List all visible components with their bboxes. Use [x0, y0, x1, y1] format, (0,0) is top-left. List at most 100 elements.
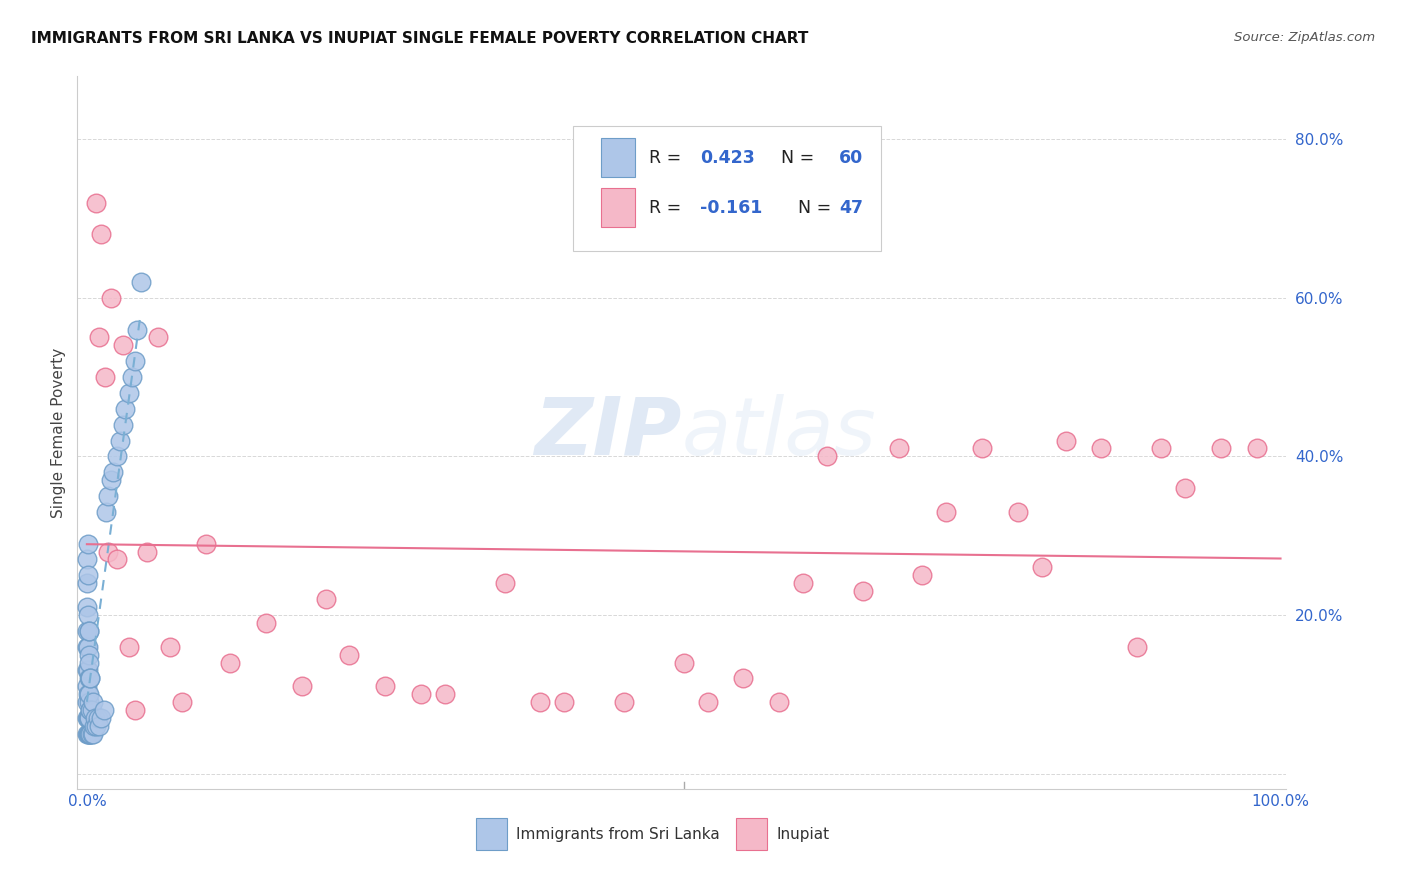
Point [87, 330, 110, 344]
Point [696, 695, 718, 709]
Point [77, 711, 100, 725]
Text: R =: R = [650, 149, 688, 167]
Point [86, 719, 108, 733]
Point [97, 544, 120, 558]
Y-axis label: Single Female Poverty: Single Female Poverty [51, 348, 66, 517]
Point [79, 703, 101, 717]
Point [90, 711, 112, 725]
Point [114, 401, 136, 416]
Text: ZIP: ZIP [534, 393, 682, 472]
Point [935, 505, 957, 519]
Point [90, 227, 112, 242]
Point [1031, 560, 1053, 574]
Point [433, 687, 456, 701]
Point [79, 672, 101, 686]
Point [77, 711, 100, 725]
Point [77, 640, 100, 654]
Text: 60: 60 [839, 149, 863, 167]
Point [77, 607, 100, 622]
Point [76, 664, 98, 678]
Point [219, 656, 242, 670]
Point [105, 450, 128, 464]
FancyBboxPatch shape [574, 126, 882, 251]
Point [887, 442, 910, 456]
Text: 0.423: 0.423 [700, 149, 755, 167]
Point [77, 568, 100, 582]
Point [148, 330, 170, 344]
Point [77, 727, 100, 741]
Point [733, 672, 755, 686]
Point [118, 386, 141, 401]
Point [172, 695, 194, 709]
Point [79, 727, 101, 741]
Point [124, 354, 146, 368]
Point [1054, 434, 1077, 448]
Point [1209, 442, 1232, 456]
Point [672, 656, 695, 670]
FancyBboxPatch shape [600, 138, 634, 178]
Point [494, 576, 516, 591]
Point [77, 727, 100, 741]
Point [97, 489, 120, 503]
Point [124, 703, 146, 717]
Point [100, 473, 122, 487]
Point [76, 727, 98, 741]
Point [315, 592, 337, 607]
Text: Immigrants from Sri Lanka: Immigrants from Sri Lanka [516, 827, 720, 841]
Text: Source: ZipAtlas.com: Source: ZipAtlas.com [1234, 31, 1375, 45]
Point [125, 322, 148, 336]
Point [911, 568, 934, 582]
Text: atlas: atlas [682, 393, 877, 472]
Point [815, 450, 838, 464]
Point [553, 695, 575, 709]
Point [1174, 481, 1197, 495]
Point [77, 727, 100, 741]
Point [100, 291, 122, 305]
Point [82, 695, 104, 709]
Point [111, 338, 134, 352]
Point [972, 442, 994, 456]
Point [80, 727, 103, 741]
Point [76, 624, 98, 638]
Point [111, 417, 134, 432]
Point [118, 640, 141, 654]
Point [77, 624, 100, 638]
Point [374, 679, 396, 693]
Point [159, 640, 181, 654]
Point [77, 656, 100, 670]
Point [76, 679, 98, 693]
Point [77, 664, 100, 678]
Point [110, 434, 132, 448]
FancyBboxPatch shape [600, 188, 634, 227]
Point [291, 679, 314, 693]
FancyBboxPatch shape [737, 818, 766, 850]
Point [1007, 505, 1029, 519]
Point [84, 711, 107, 725]
Point [94, 505, 117, 519]
Point [86, 195, 108, 210]
Point [101, 465, 124, 479]
Point [254, 615, 277, 630]
Point [86, 711, 108, 725]
Point [79, 727, 101, 741]
Point [87, 719, 110, 733]
Point [77, 711, 100, 725]
Point [76, 600, 98, 615]
Point [76, 576, 98, 591]
FancyBboxPatch shape [477, 818, 506, 850]
Point [411, 687, 433, 701]
Point [135, 544, 157, 558]
Point [79, 703, 101, 717]
Point [768, 695, 790, 709]
Point [529, 695, 551, 709]
Point [77, 687, 100, 701]
Point [77, 648, 100, 662]
Point [77, 695, 100, 709]
Point [1090, 442, 1112, 456]
Point [339, 648, 361, 662]
Point [121, 370, 143, 384]
Point [105, 552, 128, 566]
Text: 47: 47 [839, 199, 863, 217]
Point [613, 695, 636, 709]
Point [80, 703, 103, 717]
